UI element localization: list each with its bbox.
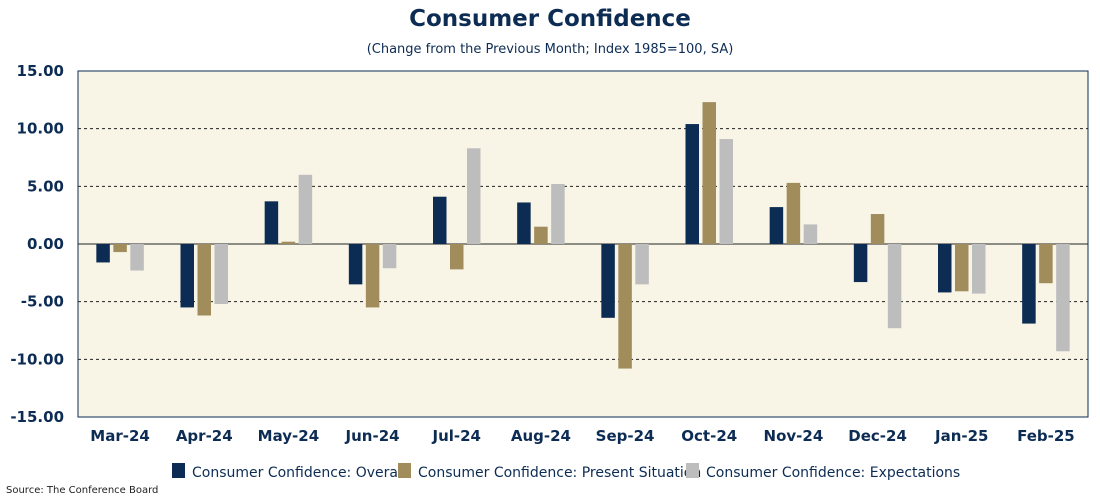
y-tick-label: -15.00	[10, 408, 64, 426]
x-tick-label: Jan-25	[934, 427, 988, 445]
bar-aug-24-series-3	[551, 184, 565, 244]
x-tick-label: Sep-24	[596, 427, 655, 445]
y-tick-label: -10.00	[10, 350, 64, 368]
bar-oct-24-series-1	[685, 124, 699, 244]
bar-oct-24-series-3	[719, 139, 733, 244]
chart-title: Consumer Confidence	[409, 6, 691, 32]
bar-aug-24-series-2	[534, 226, 548, 244]
y-axis-ticks: 15.00 10.00 5.00 0.00 -5.00 -10.00 -15.00	[10, 62, 64, 426]
legend-label: Consumer Confidence: Overall	[192, 465, 406, 481]
source-note: Source: The Conference Board	[6, 485, 159, 496]
bar-dec-24-series-1	[853, 244, 868, 283]
bar-mar-24-series-2	[113, 244, 127, 253]
legend-label: Consumer Confidence: Present Situation	[418, 465, 701, 481]
y-tick-label: 5.00	[27, 177, 64, 195]
bar-nov-24-series-1	[769, 207, 784, 244]
bar-oct-24-series-2	[702, 102, 716, 244]
bar-dec-24-series-3	[887, 244, 902, 329]
legend-swatch	[398, 463, 411, 478]
y-tick-label: -5.00	[21, 293, 64, 311]
bar-feb-25-series-2	[1039, 244, 1053, 284]
bar-apr-24-series-1	[180, 244, 194, 308]
bar-sep-24-series-3	[635, 244, 649, 285]
bar-dec-24-series-2	[870, 214, 885, 244]
chart-subtitle: (Change from the Previous Month; Index 1…	[366, 42, 734, 57]
legend-label: Consumer Confidence: Expectations	[706, 465, 960, 481]
x-tick-label: Dec-24	[848, 427, 907, 445]
x-tick-label: Oct-24	[681, 427, 737, 445]
bar-jan-25-series-3	[972, 244, 986, 294]
bar-apr-24-series-2	[197, 244, 211, 316]
x-tick-label: May-24	[258, 427, 319, 445]
legend-swatch	[172, 463, 185, 478]
bar-jul-24-series-3	[467, 148, 481, 244]
x-tick-label: Aug-24	[511, 427, 571, 445]
bar-nov-24-series-2	[786, 182, 801, 244]
bar-may-24-series-1	[264, 201, 279, 244]
bar-may-24-series-2	[281, 241, 296, 244]
bar-jan-25-series-1	[938, 244, 952, 293]
x-tick-label: Feb-25	[1017, 427, 1075, 445]
x-axis-ticks: Mar-24 Apr-24 May-24 Jun-24 Jul-24 Aug-24 Sep-…	[90, 427, 1074, 445]
x-tick-label: Apr-24	[176, 427, 233, 445]
bar-jul-24-series-1	[433, 196, 447, 244]
x-tick-label: Jun-24	[345, 427, 400, 445]
legend: Consumer Confidence: Overall Consumer Con…	[172, 463, 960, 481]
bars-layer	[96, 102, 1070, 369]
y-tick-label: 10.00	[17, 120, 64, 138]
bar-jun-24-series-1	[348, 244, 363, 285]
x-tick-label: Jul-24	[431, 427, 481, 445]
bar-jan-25-series-2	[955, 244, 969, 292]
bar-apr-24-series-3	[214, 244, 228, 304]
bar-jun-24-series-2	[365, 244, 380, 308]
y-tick-label: 15.00	[17, 62, 64, 80]
bar-mar-24-series-3	[130, 244, 144, 271]
bar-jul-24-series-2	[450, 244, 464, 270]
bar-may-24-series-3	[298, 174, 313, 244]
bar-sep-24-series-1	[601, 244, 615, 318]
bar-jun-24-series-3	[382, 244, 397, 269]
x-tick-label: Mar-24	[90, 427, 150, 445]
bar-feb-25-series-3	[1056, 244, 1070, 352]
bar-nov-24-series-3	[803, 224, 818, 244]
bar-sep-24-series-2	[618, 244, 632, 369]
bar-mar-24-series-1	[96, 244, 110, 263]
legend-swatch	[686, 463, 699, 478]
bar-feb-25-series-1	[1022, 244, 1036, 324]
bar-aug-24-series-1	[517, 202, 531, 244]
y-tick-label: 0.00	[27, 235, 64, 253]
x-tick-label: Nov-24	[764, 427, 824, 445]
grid-lines	[78, 128, 1088, 360]
